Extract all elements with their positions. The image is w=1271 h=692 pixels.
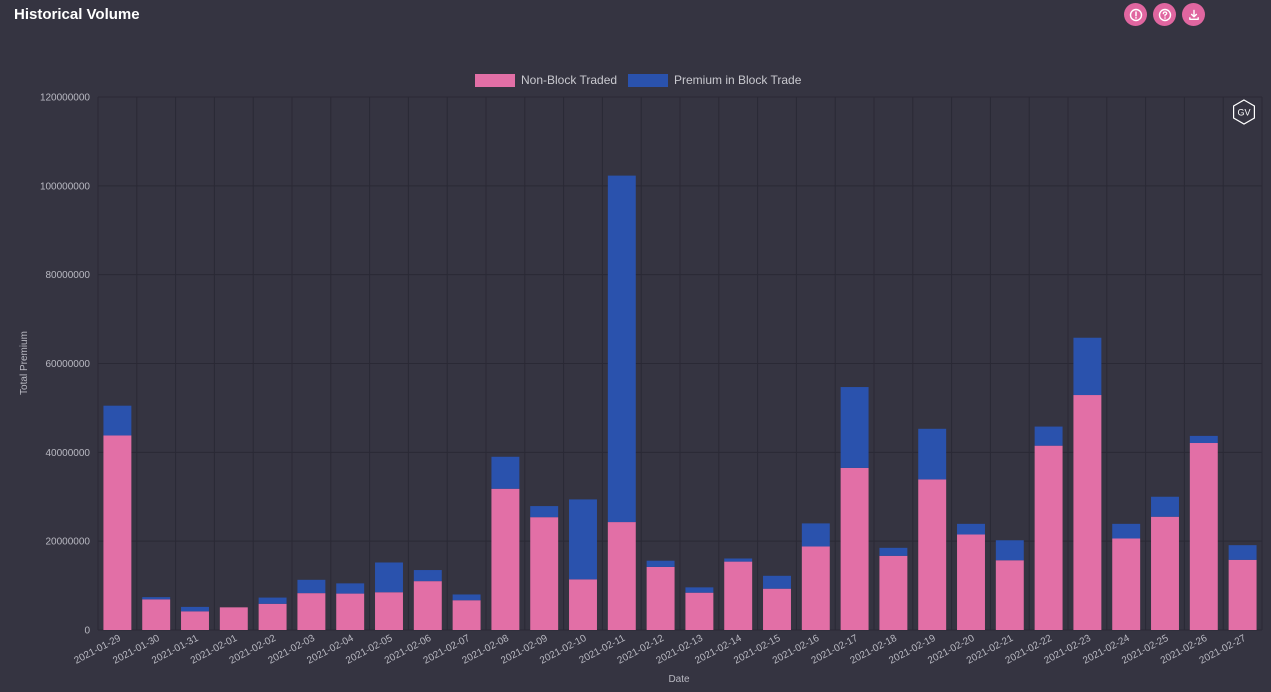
bar-non-block[interactable]: [646, 566, 675, 630]
help-button[interactable]: [1153, 3, 1176, 26]
bar-block-trade[interactable]: [840, 387, 869, 468]
bar-non-block[interactable]: [801, 546, 830, 630]
bar-block-trade[interactable]: [918, 428, 947, 480]
chart-legend: Non-Block Traded Premium in Block Trade: [475, 73, 802, 87]
bar-block-trade[interactable]: [646, 560, 675, 567]
bar-non-block[interactable]: [607, 522, 636, 630]
download-icon: [1188, 9, 1199, 20]
bar-block-trade[interactable]: [724, 558, 753, 562]
page-title: Historical Volume: [14, 6, 140, 23]
bar-block-trade[interactable]: [1073, 337, 1102, 396]
bar-block-trade[interactable]: [103, 405, 132, 436]
exclamation-circle-icon: [1129, 8, 1142, 21]
bar-non-block[interactable]: [1034, 445, 1063, 630]
y-tick-label: 80000000: [46, 270, 91, 281]
bar-non-block[interactable]: [685, 592, 714, 630]
info-button[interactable]: [1124, 3, 1147, 26]
y-tick-label: 0: [84, 626, 90, 637]
chart-toolbar: [1124, 3, 1205, 26]
bar-block-trade[interactable]: [336, 583, 365, 594]
bar-non-block[interactable]: [840, 467, 869, 630]
bar-non-block[interactable]: [569, 579, 597, 630]
bar-non-block[interactable]: [336, 593, 365, 630]
legend-swatch[interactable]: [475, 74, 515, 87]
bar-block-trade[interactable]: [879, 547, 908, 556]
bar-non-block[interactable]: [918, 479, 947, 630]
bar-block-trade[interactable]: [1151, 496, 1179, 517]
bar-block-trade[interactable]: [181, 606, 209, 612]
bar-block-trade[interactable]: [258, 597, 287, 604]
bar-block-trade[interactable]: [801, 523, 830, 547]
bar-non-block[interactable]: [1151, 516, 1179, 630]
bar-block-trade[interactable]: [530, 506, 559, 518]
chart-bars: [103, 175, 1257, 630]
bar-block-trade[interactable]: [763, 575, 791, 589]
bar-block-trade[interactable]: [957, 523, 985, 535]
x-axis-label: Date: [668, 674, 690, 685]
gv-hexagon-logo-icon: GV: [1233, 99, 1255, 125]
y-tick-label: 20000000: [46, 537, 91, 548]
y-axis-ticks: 0 20000000 40000000 60000000 80000000 1000000…: [40, 93, 91, 637]
bar-block-trade[interactable]: [607, 175, 636, 523]
bar-block-trade[interactable]: [142, 597, 171, 600]
bar-non-block[interactable]: [957, 534, 985, 630]
bar-non-block[interactable]: [1073, 395, 1102, 630]
bar-block-trade[interactable]: [452, 594, 481, 601]
bar-non-block[interactable]: [530, 517, 559, 630]
bar-non-block[interactable]: [995, 560, 1024, 630]
bar-block-trade[interactable]: [569, 499, 597, 580]
bar-block-trade[interactable]: [1189, 435, 1218, 444]
legend-swatch[interactable]: [628, 74, 668, 87]
bar-block-trade[interactable]: [1112, 523, 1141, 539]
bar-block-trade[interactable]: [375, 562, 403, 593]
bar-block-trade[interactable]: [491, 456, 520, 489]
bar-non-block[interactable]: [763, 588, 791, 630]
bar-non-block[interactable]: [297, 593, 326, 630]
bar-non-block[interactable]: [413, 581, 442, 630]
bar-non-block[interactable]: [219, 607, 248, 630]
bar-block-trade[interactable]: [413, 570, 442, 582]
bar-non-block[interactable]: [1189, 443, 1218, 630]
y-tick-label: 60000000: [46, 359, 91, 370]
bar-non-block[interactable]: [142, 599, 171, 630]
bar-non-block[interactable]: [879, 555, 908, 630]
bar-block-trade[interactable]: [685, 587, 714, 593]
y-tick-label: 120000000: [40, 93, 90, 104]
question-circle-icon: [1158, 8, 1171, 21]
chart-grid: [97, 96, 1263, 631]
bar-non-block[interactable]: [491, 488, 520, 630]
download-button[interactable]: [1182, 3, 1205, 26]
bar-block-trade[interactable]: [1228, 545, 1257, 560]
legend-label[interactable]: Non-Block Traded: [521, 73, 617, 87]
x-axis-ticks: 2021-01-292021-01-302021-01-312021-02-01…: [72, 633, 1248, 667]
bar-non-block[interactable]: [1228, 559, 1257, 630]
y-tick-label: 40000000: [46, 448, 91, 459]
bar-block-trade[interactable]: [297, 579, 326, 594]
gv-logo-text: GV: [1237, 108, 1250, 118]
legend-label[interactable]: Premium in Block Trade: [674, 73, 802, 87]
y-axis-label: Total Premium: [19, 331, 30, 395]
y-tick-label: 100000000: [40, 181, 90, 192]
bar-non-block[interactable]: [103, 435, 132, 630]
bar-non-block[interactable]: [724, 561, 753, 630]
bar-non-block[interactable]: [1112, 538, 1141, 630]
bar-non-block[interactable]: [258, 603, 287, 630]
bar-block-trade[interactable]: [995, 540, 1024, 561]
bar-non-block[interactable]: [452, 600, 481, 630]
bar-non-block[interactable]: [375, 592, 403, 630]
bar-block-trade[interactable]: [1034, 426, 1063, 446]
bar-non-block[interactable]: [181, 611, 209, 630]
